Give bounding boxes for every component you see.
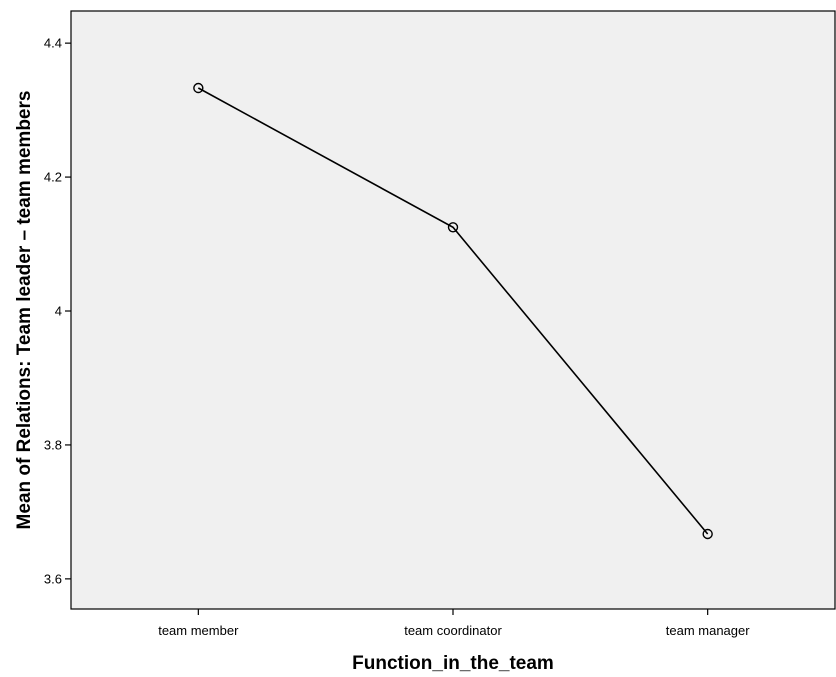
y-tick-label: 4.2 bbox=[44, 170, 62, 185]
x-tick-label: team coordinator bbox=[404, 623, 502, 638]
y-tick-label: 3.6 bbox=[44, 571, 62, 586]
data-point bbox=[702, 528, 713, 540]
series-layer bbox=[193, 82, 713, 540]
x-axis: team member team coordinator team manager bbox=[158, 609, 750, 638]
x-axis-title: Function_in_the_team bbox=[352, 653, 554, 674]
plot-area bbox=[70, 10, 836, 610]
x-tick-label: team member bbox=[158, 623, 239, 638]
y-tick-label: 3.8 bbox=[44, 437, 62, 452]
x-tick-label: team manager bbox=[666, 623, 750, 638]
data-point bbox=[193, 82, 204, 94]
y-tick-label: 4.4 bbox=[44, 36, 62, 51]
data-point bbox=[447, 222, 459, 233]
y-tick-label: 4 bbox=[55, 304, 62, 319]
series-line bbox=[197, 87, 709, 535]
y-axis-title: Mean of Relations: Team leader – team me… bbox=[14, 91, 35, 530]
y-axis: 3.6 3.8 4 4.2 4.4 bbox=[44, 36, 71, 586]
